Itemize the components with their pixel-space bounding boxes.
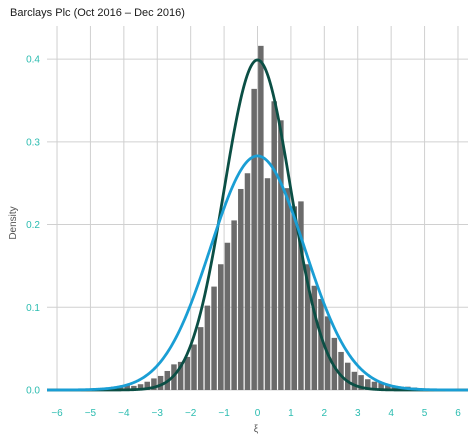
- x-axis-label: ξ: [254, 424, 259, 435]
- histogram-bar-30: [284, 188, 291, 390]
- histogram-bar-32: [298, 201, 304, 390]
- x-tick-label-5: −1: [218, 408, 230, 419]
- x-tick-label-4: −2: [185, 408, 197, 419]
- histogram-bar-23: [238, 188, 244, 390]
- density-curve-0: [47, 58, 468, 392]
- histogram-bar-19: [211, 286, 217, 390]
- histogram-bar-17: [197, 327, 204, 390]
- histogram-bar-20: [218, 264, 224, 390]
- histogram-bar-34: [311, 285, 318, 390]
- x-tick-label-1: −5: [85, 408, 97, 419]
- x-tick-label-9: 3: [355, 408, 361, 419]
- histogram-bar-24: [244, 173, 251, 390]
- density-curve-1: [47, 154, 468, 392]
- x-tick-label-10: 4: [388, 408, 394, 419]
- histogram-bar-44: [378, 382, 384, 390]
- x-tick-label-2: −4: [118, 408, 130, 419]
- histogram-bar-18: [204, 305, 211, 390]
- histogram-bar-27: [264, 178, 271, 390]
- y-axis-label: Density: [8, 206, 19, 239]
- histogram-bar-31: [291, 206, 297, 390]
- histogram-bar-9: [144, 381, 150, 390]
- histogram-bar-41: [358, 375, 364, 390]
- histogram-bar-10: [151, 378, 157, 390]
- histogram-bar-29: [278, 120, 284, 391]
- histogram-bar-42: [365, 379, 371, 390]
- histogram-bar-11: [157, 375, 164, 390]
- density-curves: [47, 58, 468, 392]
- y-tick-label-1: 0.1: [26, 303, 40, 314]
- chart-title: Barclays Plc (Oct 2016 – Dec 2016): [10, 7, 185, 19]
- x-tick-label-7: 1: [288, 408, 294, 419]
- histogram-bar-39: [344, 362, 351, 390]
- x-tick-label-12: 6: [455, 408, 461, 419]
- histogram-bar-22: [231, 220, 237, 390]
- histogram-bar-28: [271, 101, 277, 391]
- histogram-bar-16: [191, 344, 197, 390]
- x-tick-label-0: −6: [51, 408, 63, 419]
- x-tick-label-11: 5: [422, 408, 428, 419]
- histogram-bar-33: [304, 264, 311, 390]
- histogram-bar-45: [385, 384, 391, 390]
- histogram-bar-26: [258, 45, 264, 390]
- histogram-bar-6: [124, 385, 130, 390]
- axis-ticks: −6 −5 −4 −3 −2 −1 0 1 2 3 4 5 6 0.0 0.1 0.2 0.3 0.4: [26, 55, 461, 419]
- histogram-bar-38: [338, 351, 344, 390]
- histogram-bar-25: [251, 88, 257, 390]
- y-tick-label-4: 0.4: [26, 55, 40, 66]
- histogram-bar-7: [131, 385, 137, 390]
- y-tick-label-2: 0.2: [26, 220, 40, 231]
- histogram-bar-35: [318, 299, 324, 390]
- histogram-bar-15: [184, 356, 191, 390]
- y-tick-label-0: 0.0: [26, 386, 40, 397]
- histogram-bar-8: [137, 384, 144, 390]
- x-tick-label-6: 0: [255, 408, 261, 419]
- x-tick-label-8: 2: [322, 408, 328, 419]
- x-tick-label-3: −3: [152, 408, 164, 419]
- histogram-bar-14: [177, 361, 184, 390]
- y-tick-label-3: 0.3: [26, 137, 40, 148]
- histogram-bar-40: [351, 371, 358, 390]
- histogram-bar-21: [224, 242, 231, 390]
- grid-lines: [47, 26, 468, 391]
- histogram-bar-43: [371, 381, 378, 390]
